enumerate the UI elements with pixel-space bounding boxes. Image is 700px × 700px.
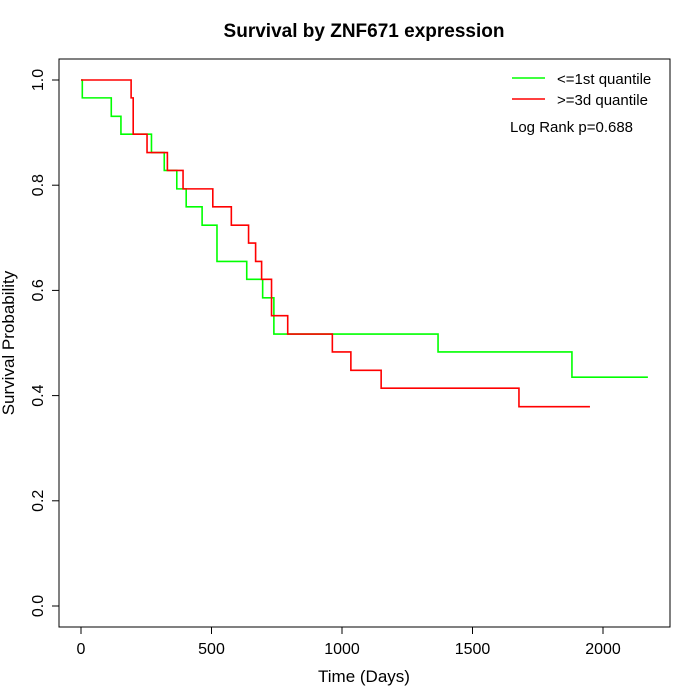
x-axis: 0 500 1000 1500 2000 <box>77 626 621 658</box>
x-tick-label: 2000 <box>585 641 621 658</box>
y-tick-label: 0.6 <box>30 279 47 301</box>
y-tick-label: 0.4 <box>30 384 47 406</box>
legend-label-low: <=1st quantile <box>557 71 651 88</box>
legend: <=1st quantile >=3d quantile Log Rank p=… <box>510 71 651 136</box>
survival-curves <box>81 79 648 408</box>
x-tick-label: 0 <box>77 641 86 658</box>
legend-label-high: >=3d quantile <box>557 92 648 109</box>
x-tick-label: 1000 <box>324 641 360 658</box>
y-axis: 0.0 0.2 0.4 0.6 0.8 1.0 <box>30 69 60 617</box>
y-tick-label: 1.0 <box>30 69 47 91</box>
y-axis-label: Survival Probability <box>0 270 18 415</box>
y-tick-label: 0.0 <box>30 595 47 617</box>
x-axis-label: Time (Days) <box>318 667 410 686</box>
x-tick-label: 500 <box>198 641 225 658</box>
x-tick-label: 1500 <box>455 641 491 658</box>
plot-frame <box>58 58 671 628</box>
logrank-annotation: Log Rank p=0.688 <box>510 119 633 136</box>
survival-curve-1 <box>81 79 590 408</box>
y-tick-label: 0.2 <box>30 490 47 512</box>
y-tick-label: 0.8 <box>30 174 47 196</box>
chart-title: Survival by ZNF671 expression <box>224 21 505 42</box>
